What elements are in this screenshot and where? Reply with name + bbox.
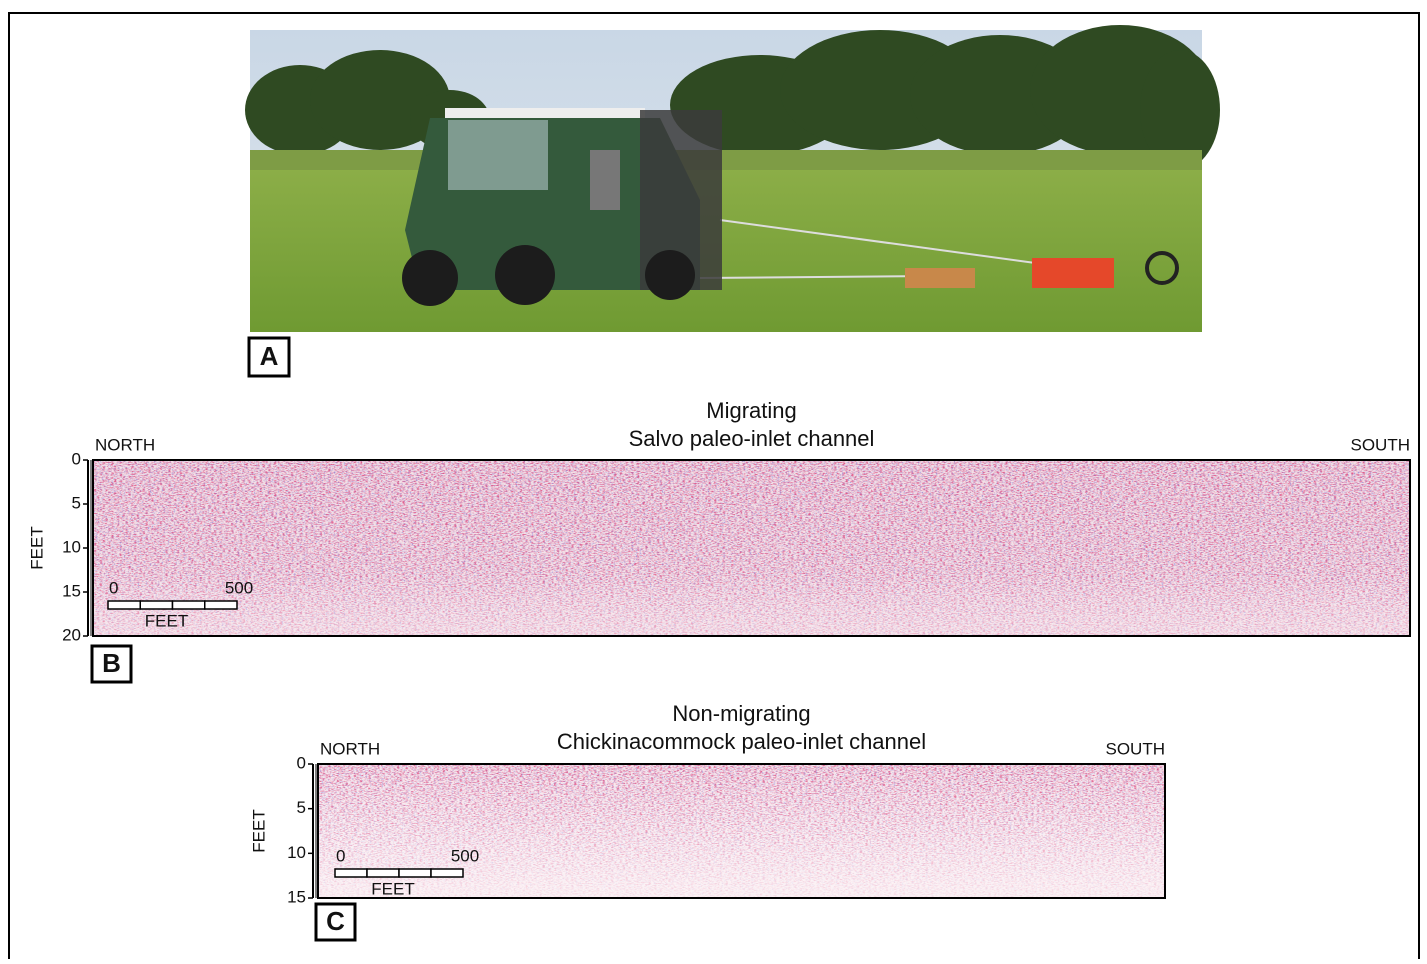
axis-label: FEET — [27, 526, 46, 569]
panel-label: C — [326, 906, 345, 936]
tick-label: 10 — [62, 537, 81, 556]
scale-bar-segment — [399, 869, 431, 877]
scale-bar-segment — [335, 869, 367, 877]
direction-label: SOUTH — [1351, 435, 1411, 454]
tick-label: 0 — [297, 753, 306, 772]
direction-label: SOUTH — [1106, 739, 1166, 758]
tick-label: 5 — [72, 493, 81, 512]
tick-label: 5 — [297, 798, 306, 817]
direction-label: NORTH — [95, 435, 155, 454]
scale-label: 500 — [451, 846, 479, 865]
direction-label: NORTH — [320, 739, 380, 758]
panel-subtitle: Salvo paleo-inlet channel — [629, 426, 875, 451]
radargram-frame — [93, 460, 1410, 636]
radargram-frame — [318, 764, 1165, 898]
scale-label: 500 — [225, 578, 253, 597]
tick-label: 15 — [62, 581, 81, 600]
photo — [245, 25, 1220, 332]
scale-bar-segment — [367, 869, 399, 877]
scale-label: 0 — [336, 846, 345, 865]
figure: A Migrating Salvo paleo-inlet channel NORT… — [0, 0, 1427, 959]
tick-label: 10 — [287, 843, 306, 862]
scale-bar-segment — [173, 601, 205, 609]
scale-label: 0 — [109, 578, 118, 597]
tick-label: 15 — [287, 887, 306, 906]
scale-bar-segment — [431, 869, 463, 877]
tick-label: 0 — [72, 449, 81, 468]
panel-title: Migrating — [706, 398, 796, 423]
panel-subtitle: Chickinacommock paleo-inlet channel — [557, 729, 926, 754]
tick-label: 20 — [62, 625, 81, 644]
scale-bar-segment — [140, 601, 172, 609]
scale-bar-segment — [205, 601, 237, 609]
panel-title: Non-migrating — [672, 701, 810, 726]
scale-bar-segment — [108, 601, 140, 609]
scale-unit: FEET — [371, 879, 414, 898]
panel-label: B — [102, 648, 121, 678]
scale-unit: FEET — [145, 611, 188, 630]
panel-label: A — [260, 341, 279, 371]
axis-label: FEET — [249, 809, 268, 852]
